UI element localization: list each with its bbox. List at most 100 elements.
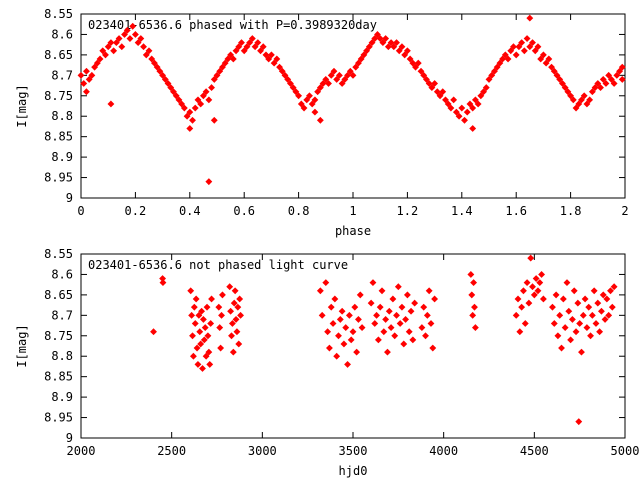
data-point: [559, 295, 567, 303]
data-point: [336, 315, 344, 323]
data-point: [150, 328, 157, 336]
data-point: [210, 75, 218, 83]
data-point: [618, 63, 626, 71]
data-point: [523, 279, 531, 287]
y-tick-label: 8.7: [51, 308, 73, 322]
data-point: [431, 295, 439, 303]
data-point: [190, 303, 198, 311]
data-point: [477, 92, 485, 100]
data-point: [471, 303, 478, 311]
data-point: [568, 315, 576, 323]
data-point: [368, 39, 376, 47]
data-point: [191, 104, 199, 112]
data-point: [246, 39, 254, 47]
y-tick-label: 8.65: [44, 48, 73, 62]
data-point: [406, 55, 414, 63]
data-point: [112, 39, 120, 47]
data-point: [233, 328, 241, 336]
data-point: [193, 344, 201, 352]
data-point: [278, 67, 286, 75]
data-point: [208, 295, 215, 303]
data-point: [402, 315, 410, 323]
data-point: [526, 14, 534, 22]
data-point: [175, 96, 183, 104]
data-point: [192, 295, 200, 303]
data-point: [378, 287, 386, 295]
data-point: [461, 116, 468, 124]
y-tick-label: 8.6: [51, 27, 73, 41]
data-point: [170, 88, 177, 96]
data-point: [384, 43, 392, 51]
data-point: [549, 303, 556, 311]
data-point: [605, 311, 613, 319]
data-point: [199, 92, 207, 100]
data-point: [216, 67, 224, 75]
data-point: [205, 96, 213, 104]
y-tick-label: 8.55: [44, 247, 73, 261]
data-point: [407, 307, 415, 315]
data-point: [423, 75, 430, 83]
data-point: [102, 51, 109, 59]
y-tick-label: 8.75: [44, 329, 73, 343]
y-tick-label: 8.95: [44, 171, 73, 185]
x-tick-label: 2000: [67, 444, 96, 458]
x-tick-label: 1.2: [397, 204, 419, 218]
data-point: [458, 104, 466, 112]
data-point: [137, 35, 145, 42]
data-point: [306, 92, 313, 100]
data-point: [369, 279, 377, 287]
data-point: [164, 80, 172, 87]
data-point: [380, 328, 388, 336]
x-tick-label: 1.6: [505, 204, 527, 218]
data-point: [91, 63, 99, 71]
data-point: [208, 84, 215, 92]
data-point: [207, 320, 215, 327]
data-point: [599, 75, 607, 83]
data-point: [433, 88, 441, 96]
data-point: [342, 324, 350, 332]
data-point: [83, 67, 90, 75]
data-point: [187, 287, 195, 295]
data-point: [322, 75, 330, 83]
data-point: [227, 307, 235, 315]
data-point: [414, 59, 422, 67]
data-point: [521, 320, 529, 327]
data-point: [379, 39, 387, 47]
data-point: [501, 51, 509, 59]
chart-title: 023401-6536.6 phased with P=0.3989320day: [88, 18, 377, 32]
data-point: [292, 88, 300, 96]
data-point: [427, 320, 435, 327]
data-point: [221, 59, 229, 67]
data-point: [400, 340, 408, 348]
data-point: [219, 63, 226, 71]
data-point: [329, 320, 337, 327]
data-point: [394, 283, 402, 291]
data-point: [382, 35, 390, 42]
data-point: [319, 80, 327, 87]
data-point: [229, 55, 237, 63]
y-tick-label: 8.85: [44, 370, 73, 384]
data-point: [352, 63, 360, 71]
data-point: [534, 43, 542, 51]
data-point: [204, 332, 212, 340]
data-point: [153, 63, 161, 71]
data-point: [444, 100, 452, 108]
data-point: [520, 287, 527, 295]
data-point: [180, 104, 188, 112]
data-point: [289, 84, 297, 92]
data-point: [118, 43, 126, 51]
data-point: [585, 303, 593, 311]
data-point: [93, 59, 101, 67]
data-point: [80, 80, 88, 87]
data-point: [205, 348, 213, 356]
data-point: [85, 75, 93, 83]
data-point: [186, 108, 194, 116]
data-point: [281, 71, 289, 79]
data-point: [189, 116, 196, 124]
data-point: [226, 283, 234, 291]
data-point: [376, 35, 384, 42]
data-point: [311, 108, 319, 116]
data-point: [159, 71, 167, 79]
y-tick-label: 8.6: [51, 267, 73, 281]
